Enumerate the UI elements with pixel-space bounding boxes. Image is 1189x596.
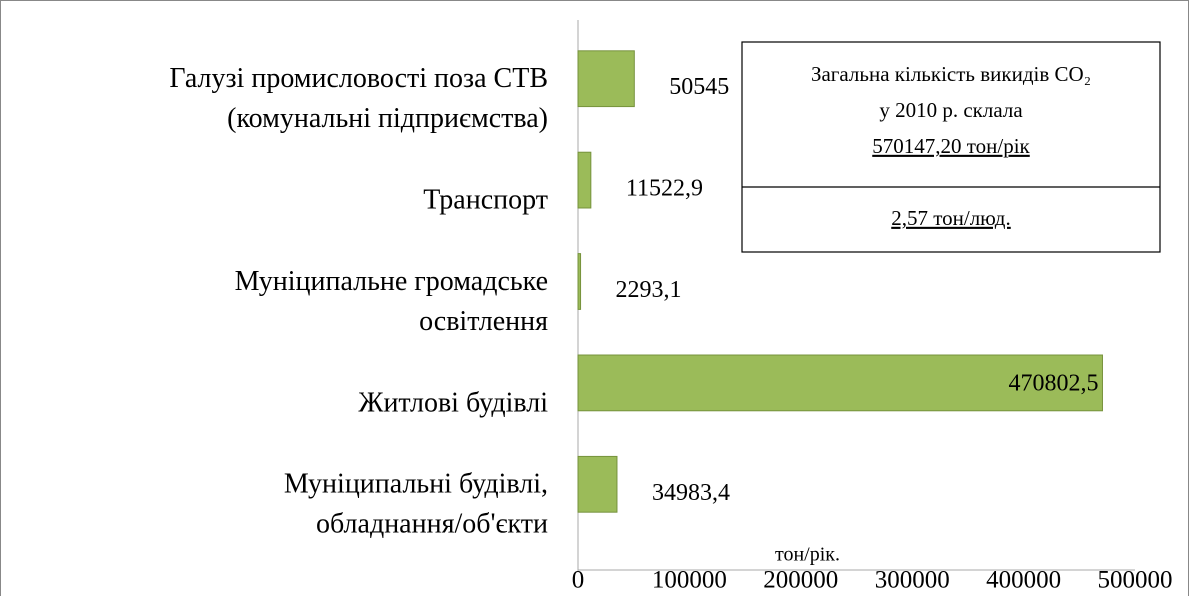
- annotation-per-capita: 2,57 тон/люд.: [891, 206, 1011, 230]
- bar: [577, 50, 635, 108]
- x-tick-label: 300000: [875, 567, 950, 594]
- y-tick-label: Галузі промисловості поза СТВ: [169, 63, 548, 94]
- x-tick-label: 0: [572, 567, 585, 594]
- annotation-line: 570147,20 тон/рік: [872, 134, 1030, 158]
- y-tick-label: Муніципальні будівлі,: [284, 469, 548, 500]
- bar: [577, 151, 592, 209]
- annotation-box: [741, 41, 1161, 253]
- y-tick-label: Муніципальне громадське: [235, 266, 548, 297]
- bar: [577, 354, 1103, 412]
- x-tick-label: 400000: [986, 567, 1061, 594]
- annotation-line: у 2010 р. склала: [879, 98, 1023, 122]
- y-tick-label: Транспорт: [423, 185, 548, 216]
- x-tick-label: 200000: [763, 567, 838, 594]
- value-label: 2293,1: [616, 277, 682, 303]
- bar: [577, 455, 618, 513]
- annotation-line: Загальна кількість викидів CO₂: [811, 62, 1091, 86]
- x-tick-label: 100000: [652, 567, 727, 594]
- y-tick-label: обладнання/об'єкти: [316, 509, 548, 540]
- value-label: 34983,4: [652, 480, 730, 506]
- x-tick-label: 500000: [1098, 567, 1173, 594]
- bar: [577, 253, 582, 310]
- value-label: 50545: [669, 74, 729, 100]
- unit-note: тон/рік.: [775, 544, 840, 566]
- y-tick-label: Житлові будівлі: [358, 387, 548, 418]
- y-tick-label: освітлення: [419, 306, 548, 337]
- value-label: 11522,9: [626, 176, 703, 202]
- y-tick-label: (комунальні підприємства): [227, 103, 548, 134]
- value-label: 470802,5: [1008, 370, 1098, 396]
